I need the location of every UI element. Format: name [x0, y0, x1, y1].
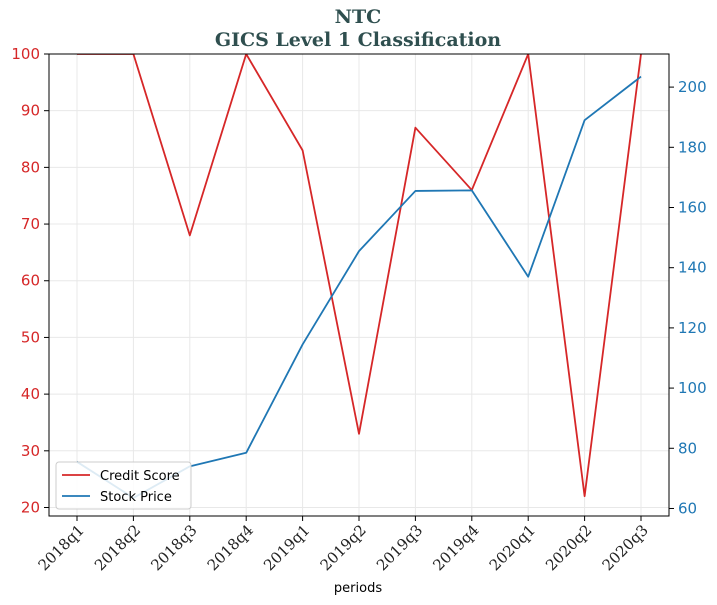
right-tick-label: 120	[678, 319, 707, 337]
left-tick-label: 60	[21, 272, 40, 290]
x-tick-label: 2018q1	[35, 521, 88, 574]
x-tick-label: 2020q1	[486, 521, 539, 574]
right-tick-label: 80	[678, 439, 697, 457]
left-tick-label: 100	[11, 45, 40, 63]
left-tick-label: 90	[21, 102, 40, 120]
right-tick-label: 100	[678, 379, 707, 397]
legend-label: Stock Price	[100, 490, 172, 505]
legend: Credit Score Stock Price	[55, 461, 192, 510]
left-tick-label: 30	[21, 442, 40, 460]
x-tick-label: 2020q2	[542, 521, 595, 574]
legend-label: Credit Score	[100, 469, 180, 484]
right-tick-label: 180	[678, 138, 707, 156]
series-line-credit-score	[77, 54, 642, 498]
right-tick-label: 60	[678, 499, 697, 517]
x-axis-label: periods	[334, 581, 382, 596]
right-axis: 60 80 100 120 140 160 180 200	[669, 78, 707, 517]
right-tick-label: 160	[678, 198, 707, 216]
x-tick-label: 2019q4	[429, 521, 482, 574]
left-tick-label: 40	[21, 385, 40, 403]
left-tick-label: 80	[21, 158, 40, 176]
legend-box	[55, 461, 192, 510]
chart-subtitle: GICS Level 1 Classification	[215, 29, 501, 51]
x-axis: 2018q1 2018q2 2018q3 2018q4 2019q1 2019q2 2019…	[35, 516, 652, 574]
left-tick-label: 70	[21, 215, 40, 233]
grid	[49, 53, 669, 516]
x-tick-label: 2019q3	[373, 521, 426, 574]
x-tick-label: 2018q3	[147, 521, 200, 574]
x-tick-label: 2020q3	[599, 521, 652, 574]
left-tick-label: 20	[21, 498, 40, 516]
x-tick-label: 2019q1	[260, 521, 313, 574]
right-tick-label: 200	[678, 78, 707, 96]
right-tick-label: 140	[678, 259, 707, 277]
x-tick-label: 2018q4	[204, 521, 257, 574]
x-tick-label: 2018q2	[91, 521, 144, 574]
chart-title: NTC	[335, 6, 382, 28]
left-tick-label: 50	[21, 328, 40, 346]
x-tick-label: 2019q2	[317, 521, 370, 574]
left-axis: 20 30 40 50 60 70 80 90 100	[11, 45, 49, 516]
